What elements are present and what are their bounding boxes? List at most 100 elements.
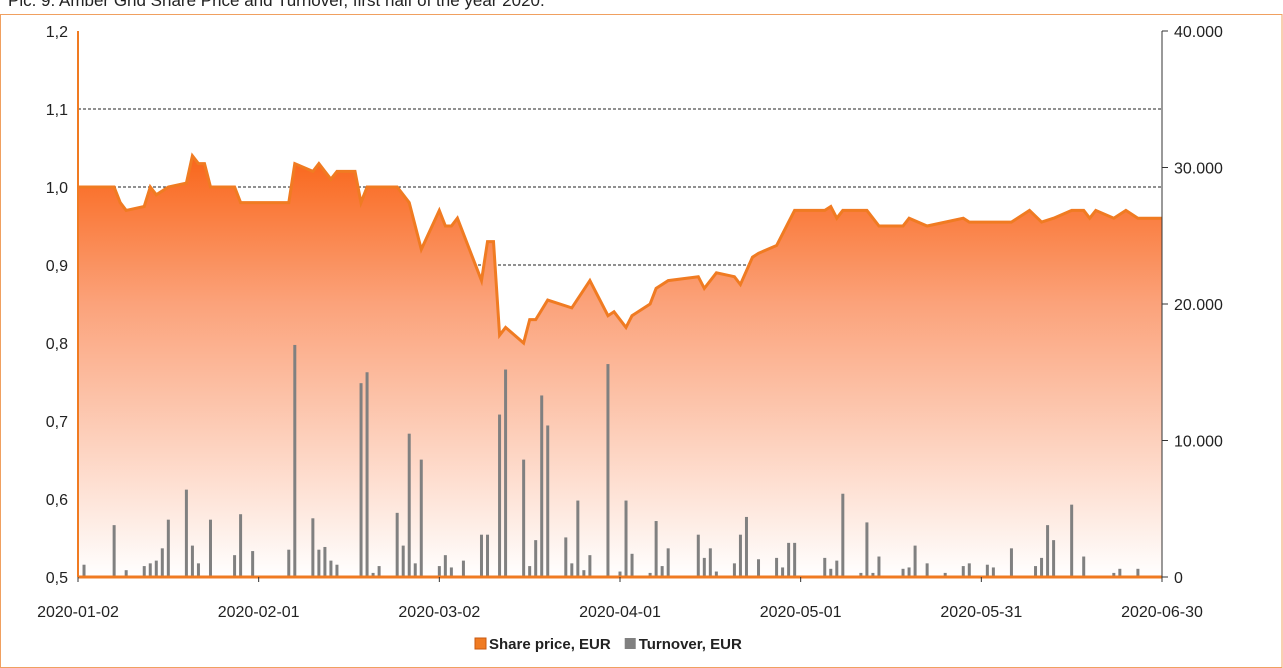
turnover-bar [1040,557,1044,577]
x-tick-label: 2020-04-01 [579,604,661,621]
turnover-bar [787,542,791,577]
turnover-bar [570,563,574,577]
turnover-bar [732,563,736,577]
turnover-bar [196,563,200,577]
turnover-bar [588,555,592,577]
turnover-bar [967,563,971,577]
x-tick-label: 2020-05-31 [940,604,1022,621]
turnover-bar [251,551,255,577]
turnover-bar [371,572,375,577]
turnover-bar [702,557,706,577]
turnover-bar [901,568,905,577]
turnover-bar [582,570,586,577]
turnover-bar [317,549,321,577]
turnover-bar [1070,504,1074,577]
turnover-bar [943,572,947,577]
legend-label: Share price, EUR [489,636,611,653]
y2-tick-label: 20.000 [1174,297,1223,314]
y-tick-label: 0,5 [46,570,68,587]
turnover-bar [775,557,779,577]
turnover-bar [534,540,538,577]
turnover-bar [648,572,652,577]
turnover-bar [871,572,875,577]
turnover-bar [606,364,610,577]
legend-swatch [624,638,636,649]
turnover-bar [413,563,417,577]
turnover-bar [419,459,423,577]
turnover-bar [877,556,881,577]
turnover-bar [407,433,411,577]
y-tick-label: 0,6 [46,492,68,509]
turnover-bar [835,560,839,577]
x-tick-label: 2020-02-01 [218,604,300,621]
turnover-bar [618,571,622,577]
turnover-bar [961,566,965,577]
x-tick-label: 2020-05-01 [760,604,842,621]
turnover-bar [522,459,526,577]
turnover-bar [744,516,748,577]
turnover-bar [829,568,833,577]
price-line [78,152,1162,346]
turnover-bar [985,564,989,577]
turnover-bar [841,493,845,577]
turnover-bar [335,564,339,577]
turnover-bar [504,369,508,577]
turnover-bar [323,546,327,577]
y-tick-label: 1,0 [46,180,68,197]
turnover-bar [395,512,399,577]
turnover-bar [528,566,532,577]
y-tick-label: 0,7 [46,414,68,431]
turnover-bar [991,567,995,577]
turnover-bar [666,548,670,577]
turnover-bar [654,521,658,577]
turnover-bar [823,557,827,577]
turnover-bar [1046,525,1050,577]
turnover-bar [233,555,237,577]
turnover-bar [184,489,188,577]
y2-tick-label: 40.000 [1174,24,1223,41]
turnover-bar [564,537,568,577]
turnover-bar [148,563,152,577]
turnover-bar [1112,572,1116,577]
turnover-bar [443,555,447,577]
y2-tick-label: 10.000 [1174,434,1223,451]
turnover-bar [546,425,550,577]
turnover-bar [287,549,291,577]
turnover-bar [859,572,863,577]
turnover-bar [1118,568,1122,577]
turnover-bar [714,571,718,577]
turnover-bar [1034,566,1038,577]
turnover-bar [437,566,441,577]
turnover-bar [461,560,465,577]
turnover-bar [738,534,742,577]
turnover-bar [329,560,333,577]
turnover-bar [401,545,405,577]
turnover-bar [208,519,212,577]
turnover-bar [660,566,664,577]
turnover-bar [793,542,797,577]
legend-swatch [474,637,487,650]
turnover-bar [82,564,86,577]
turnover-bar [907,567,911,577]
turnover-bar [1052,540,1056,577]
turnover-bar [166,519,170,577]
chart-title: Pic. 9. Amber Grid Share Price and Turno… [8,0,545,10]
x-tick-label: 2020-03-02 [398,604,480,621]
turnover-bar [293,344,297,577]
turnover-bar [311,518,315,577]
turnover-bar [124,570,128,577]
turnover-bar [1082,556,1086,577]
turnover-bar [630,553,634,577]
turnover-bar [486,534,490,577]
turnover-bar [190,545,194,577]
turnover-bar [781,567,785,577]
turnover-bar [449,567,453,577]
turnover-bar [757,559,761,577]
turnover-bar [1136,568,1140,577]
turnover-bar [576,500,580,577]
turnover-bar [160,548,164,577]
turnover-bar [112,525,116,577]
turnover-bar [925,563,929,577]
turnover-bar [624,500,628,577]
